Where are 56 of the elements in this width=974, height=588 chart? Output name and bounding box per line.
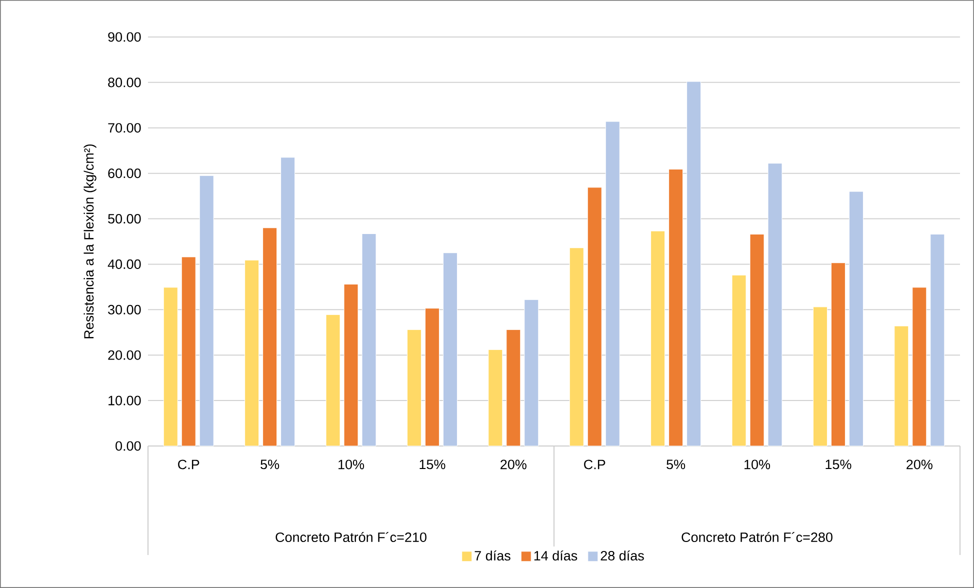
x-tick-label: C.P — [178, 460, 200, 470]
y-tick-label: 60.00 — [108, 168, 141, 178]
x-tick-label: 5% — [666, 460, 686, 470]
y-tick-label: 30.00 — [108, 304, 141, 314]
y-tick-label: 0.00 — [116, 441, 141, 451]
y-tick-label: 20.00 — [108, 350, 141, 360]
x-tick-label: 5% — [260, 460, 280, 470]
x-tick-label: 15% — [420, 460, 446, 470]
y-tick-label: 70.00 — [108, 123, 141, 133]
y-tick-label: 90.00 — [108, 32, 141, 42]
bar — [280, 157, 296, 446]
bar — [326, 314, 340, 446]
x-tick-label: 20% — [500, 460, 526, 470]
bar — [894, 326, 909, 446]
bar — [750, 234, 764, 446]
x-tick-label: 15% — [826, 460, 852, 470]
x-tick-label: 10% — [744, 460, 770, 470]
x-tick-label: 10% — [338, 460, 364, 470]
bar — [488, 349, 503, 446]
bar — [605, 121, 620, 446]
bar — [650, 230, 666, 446]
bar — [424, 308, 440, 446]
bar — [830, 262, 846, 446]
bar — [362, 234, 376, 446]
bar — [244, 260, 260, 446]
y-tick-label: 50.00 — [108, 214, 141, 224]
text: Concreto Patrón F´c=280 — [682, 532, 832, 542]
bar — [668, 168, 684, 446]
y-tick-label: 10.00 — [108, 396, 141, 406]
bar — [163, 287, 178, 446]
bar — [732, 274, 746, 446]
bar — [199, 175, 214, 446]
legend-label: 7 días — [474, 550, 510, 560]
y-tick-label: 40.00 — [108, 259, 141, 269]
bar — [442, 252, 458, 446]
y-tick-label: 80.00 — [108, 78, 141, 88]
bar — [569, 248, 584, 446]
bar — [262, 228, 278, 446]
bar — [181, 256, 196, 446]
legend-label: 28 días — [600, 550, 644, 560]
bar — [406, 329, 422, 446]
bar — [912, 287, 927, 446]
text: Concreto Patrón F´c=210 — [276, 532, 426, 542]
bar — [930, 234, 945, 446]
bar — [686, 81, 702, 446]
bar — [344, 284, 358, 446]
legend-label: 14 días — [534, 550, 578, 560]
bar — [587, 187, 602, 446]
x-tick-label: C.P — [584, 460, 606, 470]
bar — [506, 329, 521, 446]
bar — [524, 299, 539, 446]
bar — [848, 191, 864, 446]
bar — [768, 163, 782, 446]
bar — [812, 306, 828, 446]
y-axis-title: Resistencia a la Flexión (kg/cm²) — [84, 144, 96, 338]
x-tick-label: 20% — [906, 460, 932, 470]
